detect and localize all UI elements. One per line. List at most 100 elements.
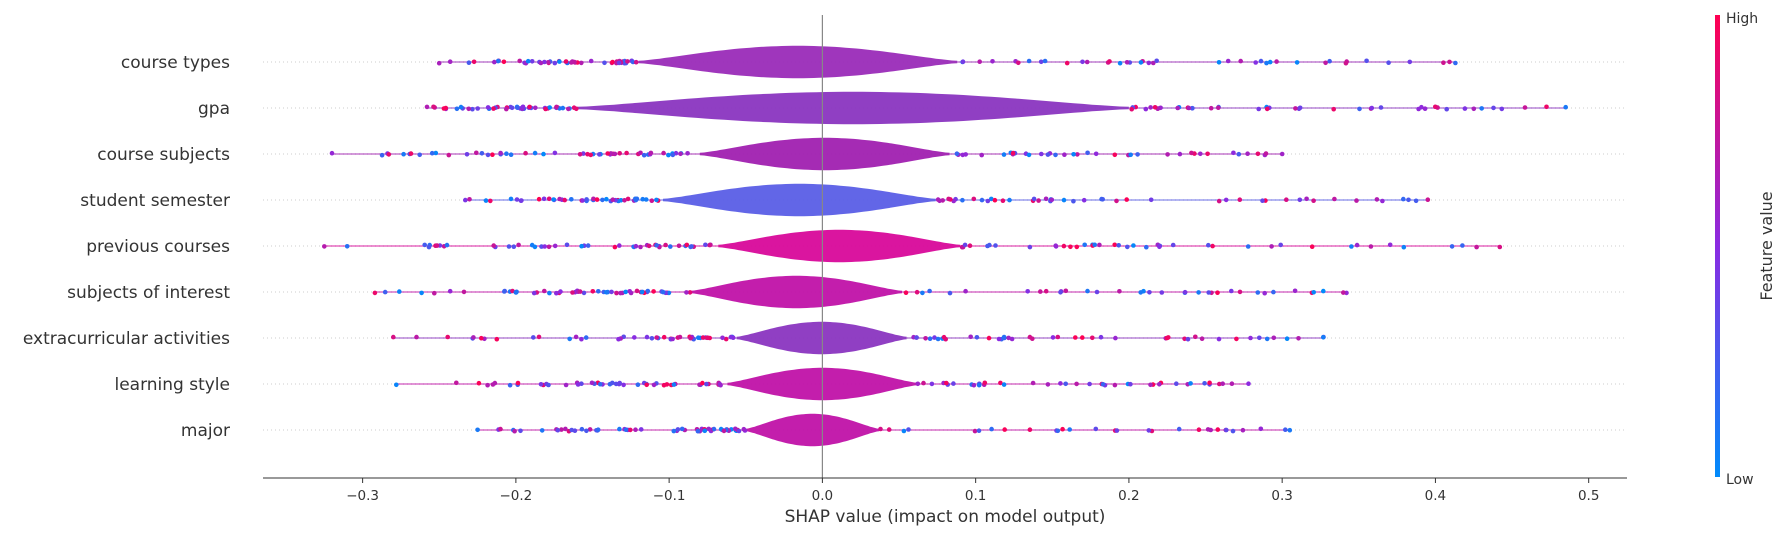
- point-student-semester: [580, 198, 585, 203]
- point-gpa: [1297, 105, 1303, 111]
- point-previous-courses: [542, 244, 547, 249]
- point-learning-style: [1112, 382, 1118, 388]
- point-learning-style: [1045, 382, 1051, 387]
- point-previous-courses: [529, 242, 535, 248]
- point-major: [1114, 428, 1120, 433]
- point-previous-courses: [552, 243, 558, 249]
- point-course-types: [545, 60, 551, 65]
- point-extracurricular-activities: [1098, 334, 1104, 340]
- point-extracurricular-activities: [935, 336, 941, 342]
- point-subjects-of-interest: [660, 289, 666, 295]
- point-subjects-of-interest: [1063, 288, 1069, 294]
- point-course-types: [1323, 60, 1328, 66]
- point-learning-style: [1207, 380, 1212, 386]
- point-extracurricular-activities: [1182, 336, 1187, 342]
- point-course-types: [436, 60, 442, 66]
- point-subjects-of-interest: [554, 290, 559, 296]
- point-extracurricular-activities: [1055, 334, 1061, 340]
- point-learning-style: [1128, 381, 1133, 387]
- point-course-subjects: [329, 150, 335, 156]
- point-subjects-of-interest: [1255, 290, 1261, 295]
- point-subjects-of-interest: [1182, 289, 1188, 295]
- point-extracurricular-activities: [1257, 335, 1262, 341]
- point-extracurricular-activities: [1216, 336, 1222, 342]
- point-gpa: [1433, 104, 1438, 110]
- point-extracurricular-activities: [996, 336, 1002, 342]
- point-extracurricular-activities: [649, 336, 655, 341]
- feature-label-gpa: gpa: [198, 99, 230, 119]
- point-subjects-of-interest: [513, 290, 519, 295]
- point-course-subjects: [504, 151, 509, 156]
- point-learning-style: [700, 380, 705, 386]
- point-course-subjects: [464, 152, 470, 157]
- point-course-types: [588, 58, 594, 64]
- point-major: [1060, 426, 1065, 432]
- point-subjects-of-interest: [666, 290, 672, 296]
- point-major: [559, 427, 564, 432]
- point-learning-style: [1058, 381, 1063, 386]
- point-previous-courses: [1068, 244, 1073, 250]
- point-course-subjects: [1001, 152, 1007, 157]
- point-major: [1067, 427, 1072, 432]
- point-course-subjects: [479, 151, 485, 156]
- colorbar: High Low Feature value: [1715, 11, 1776, 488]
- point-student-semester: [1036, 198, 1041, 203]
- point-student-semester: [625, 196, 631, 202]
- point-extracurricular-activities: [670, 336, 675, 342]
- point-major: [1205, 427, 1211, 432]
- point-major: [741, 426, 747, 432]
- point-gpa: [1369, 105, 1375, 111]
- point-extracurricular-activities: [583, 335, 589, 340]
- point-subjects-of-interest: [1196, 290, 1201, 295]
- point-previous-courses: [1497, 244, 1503, 250]
- point-extracurricular-activities: [1090, 335, 1095, 341]
- point-course-subjects: [1039, 151, 1044, 157]
- point-previous-courses: [1449, 244, 1455, 249]
- point-course-types: [1216, 60, 1222, 65]
- point-student-semester: [591, 196, 596, 202]
- point-course-subjects: [670, 152, 676, 158]
- point-previous-courses: [585, 243, 591, 248]
- point-extracurricular-activities: [986, 335, 992, 341]
- point-previous-courses: [1092, 242, 1097, 248]
- point-student-semester: [989, 196, 994, 202]
- point-subjects-of-interest: [684, 290, 689, 295]
- point-subjects-of-interest: [1311, 290, 1316, 295]
- point-major: [886, 427, 892, 432]
- point-student-semester: [1043, 196, 1049, 202]
- point-student-semester: [985, 198, 991, 204]
- point-extracurricular-activities: [932, 335, 937, 340]
- point-extracurricular-activities: [688, 335, 693, 341]
- point-course-types: [1084, 59, 1090, 65]
- point-course-types: [1238, 58, 1243, 64]
- point-course-subjects: [597, 152, 602, 157]
- point-previous-courses: [1269, 244, 1274, 249]
- point-gpa: [1331, 106, 1336, 112]
- point-course-subjects: [612, 151, 618, 157]
- violin-extracurricular-activities: [736, 321, 907, 355]
- point-learning-style: [476, 380, 482, 386]
- point-extracurricular-activities: [1248, 335, 1253, 341]
- point-extracurricular-activities: [941, 334, 947, 340]
- point-gpa: [1293, 106, 1298, 111]
- violin-subjects-of-interest: [690, 275, 903, 309]
- point-extracurricular-activities: [1185, 336, 1191, 342]
- point-course-subjects: [1263, 151, 1269, 156]
- point-course-subjects: [379, 152, 385, 158]
- point-gpa: [1522, 105, 1528, 110]
- point-course-types: [517, 58, 522, 64]
- point-learning-style: [394, 382, 399, 388]
- point-major: [1002, 427, 1007, 432]
- point-course-types: [1258, 58, 1264, 64]
- point-subjects-of-interest: [1292, 288, 1298, 294]
- point-extracurricular-activities: [567, 336, 572, 342]
- point-major: [695, 428, 701, 434]
- point-major: [989, 426, 994, 432]
- point-major: [1215, 427, 1221, 432]
- point-learning-style: [546, 382, 551, 388]
- point-major: [976, 428, 982, 434]
- point-course-subjects: [1010, 150, 1016, 156]
- point-student-semester: [1031, 196, 1037, 202]
- point-major: [702, 428, 708, 434]
- point-course-types: [1447, 59, 1452, 65]
